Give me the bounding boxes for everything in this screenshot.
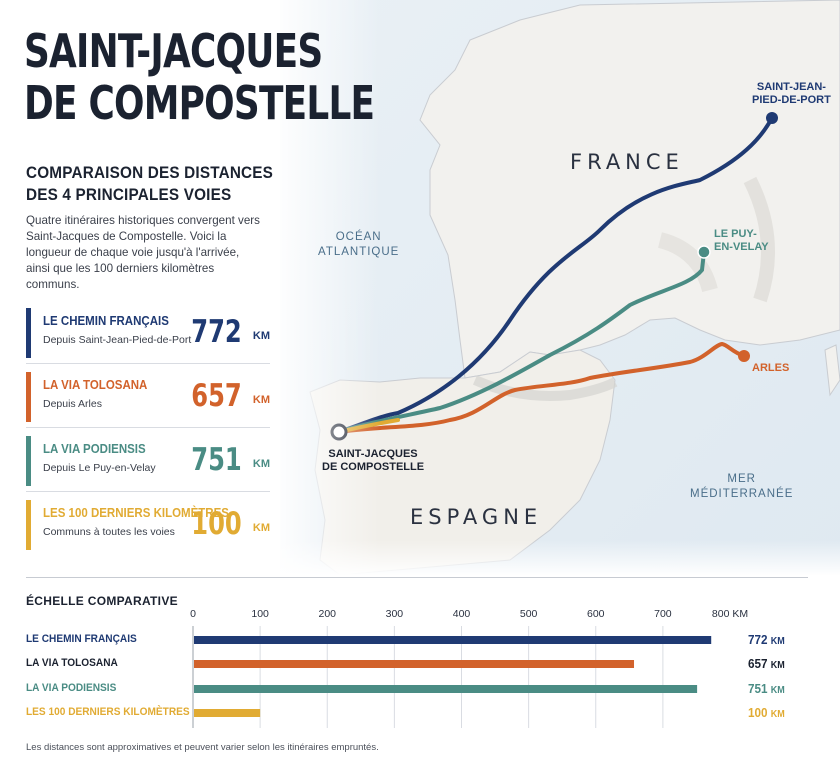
route-card-name: LES 100 DERNIERS KILOMÈTRES [43,506,229,520]
label-espagne: ESPAGNE [410,505,543,529]
corsica-land [824,344,840,397]
page-title-line1: SAINT-JACQUES [24,24,323,78]
route-card-color-bar [26,372,31,422]
pyrenees-relief [472,375,618,401]
marker-arles [738,350,750,362]
bar-value-number: 100 [748,705,771,720]
route-card-via-podiensis: LA VIA PODIENSIS Depuis Le Puy-en-Velay … [26,436,270,492]
route-card-name: LE CHEMIN FRANÇAIS [43,314,169,328]
france-land [419,0,840,379]
route-card-desc: Communs à toutes les voies [43,526,175,538]
route-card-color-bar [26,436,31,486]
bar [194,709,261,717]
bar-value-label: 751 KM [748,681,785,696]
route-card-unit: KM [252,330,270,342]
bar-value-number: 772 [748,632,771,647]
tick-label: 500 [520,608,538,620]
route-card-desc: Depuis Saint-Jean-Pied-de-Port [43,334,192,346]
route-card-distance: 100 [191,506,242,542]
bar [194,636,712,644]
bar-value-unit: KM [770,709,785,720]
bar [194,685,698,693]
marker-le-puy [697,245,711,259]
bar-value-label: 772 KM [748,632,785,647]
bar [194,660,635,668]
route-card-via-tolosana: LA VIA TOLOSANA Depuis Arles 657 KM [26,372,270,428]
label-ocean-line2: ATLANTIQUE [318,246,400,258]
bar-value-number: 657 [748,656,771,671]
tick-label: 300 [386,608,404,620]
label-city-le-puy-line1: LE PUY- [714,228,757,240]
label-city-sjpp-line2: PIED-DE-PORT [752,94,831,106]
section-divider [26,577,808,578]
route-card-unit: KM [252,458,270,470]
label-france: FRANCE [570,150,684,174]
bar-category-label: LES 100 DERNIERS KILOMÈTRES [26,706,190,718]
route-card-distance: 657 [191,378,242,414]
bar-category-label: LA VIA TOLOSANA [26,657,118,669]
route-card-distance: 751 [191,442,242,478]
route-card-color-bar [26,308,31,358]
tick-label: 400 [453,608,471,620]
bar-value-number: 751 [748,681,771,696]
scale-title: ÉCHELLE COMPARATIVE [26,594,178,608]
map-left-fade [260,0,380,575]
tick-label: 700 [654,608,672,620]
label-city-le-puy: LE PUY- EN-VELAY [714,228,769,254]
route-card-name: LA VIA PODIENSIS [43,442,146,456]
marker-sjpp [766,112,778,124]
tick-label: 0 [190,608,196,620]
route-card-name: LA VIA TOLOSANA [43,378,148,392]
map-bottom-fade [260,540,840,580]
footnote: Les distances sont approximatives et peu… [26,742,379,753]
divider [26,427,270,428]
page-title-line2: DE COMPOSTELLE [24,76,375,130]
bar-category-label: LE CHEMIN FRANÇAIS [26,633,137,645]
label-city-santiago: SAINT-JACQUES DE COMPOSTELLE [322,448,424,474]
route-card-desc: Depuis Le Puy-en-Velay [43,462,156,474]
label-ocean-line1: OCÉAN [335,231,382,243]
comparative-bar-chart: 0 100 200 300 400 500 600 700 800 KM [190,608,748,728]
tick-label-max: 800 KM [712,608,748,620]
label-city-santiago-line2: DE COMPOSTELLE [322,461,425,473]
route-card-distance: 772 [191,314,242,350]
route-card-unit: KM [252,394,270,406]
bar-value-label: 100 KM [748,705,785,720]
label-ocean-atlantique: OCÉAN ATLANTIQUE [318,230,399,260]
label-city-santiago-line1: SAINT-JACQUES [328,448,418,460]
route-line-via-tolosana [337,341,746,434]
alps-relief [743,176,775,303]
label-city-sjpp: SAINT-JEAN- PIED-DE-PORT [752,81,831,107]
intro-text: Quatre itinéraires historiques convergen… [26,214,260,291]
subtitle-line2: DES 4 PRINCIPALES VOIES [26,185,232,204]
route-card-unit: KM [252,522,270,534]
label-city-sjpp-line1: SAINT-JEAN- [756,81,826,93]
tick-label: 200 [318,608,336,620]
route-card-desc: Depuis Arles [43,398,102,410]
route-card-chemin-francais: LE CHEMIN FRANÇAIS Depuis Saint-Jean-Pie… [26,308,270,364]
bar-value-unit: KM [770,660,785,671]
bar-value-unit: KM [770,685,785,696]
route-card-color-bar [26,500,31,550]
bar-value-unit: KM [770,636,785,647]
tick-label: 600 [587,608,605,620]
route-line-chemin-francais [337,116,774,434]
label-mer-line1: MER [727,473,756,485]
massif-relief [657,232,718,293]
label-mer-mediterranee: MER MÉDITERRANÉE [690,472,793,502]
bar-value-label: 657 KM [748,656,785,671]
divider [26,491,270,492]
tick-label: 100 [251,608,269,620]
subtitle-line1: COMPARAISON DES DISTANCES [26,163,274,182]
route-line-via-podiensis [337,250,706,434]
label-mer-line2: MÉDITERRANÉE [690,488,794,500]
divider [26,363,270,364]
label-city-arles: ARLES [752,362,790,374]
label-city-le-puy-line2: EN-VELAY [714,241,769,253]
bar-category-label: LA VIA PODIENSIS [26,682,117,694]
route-card-last-100km: LES 100 DERNIERS KILOMÈTRES Communs à to… [26,500,270,556]
